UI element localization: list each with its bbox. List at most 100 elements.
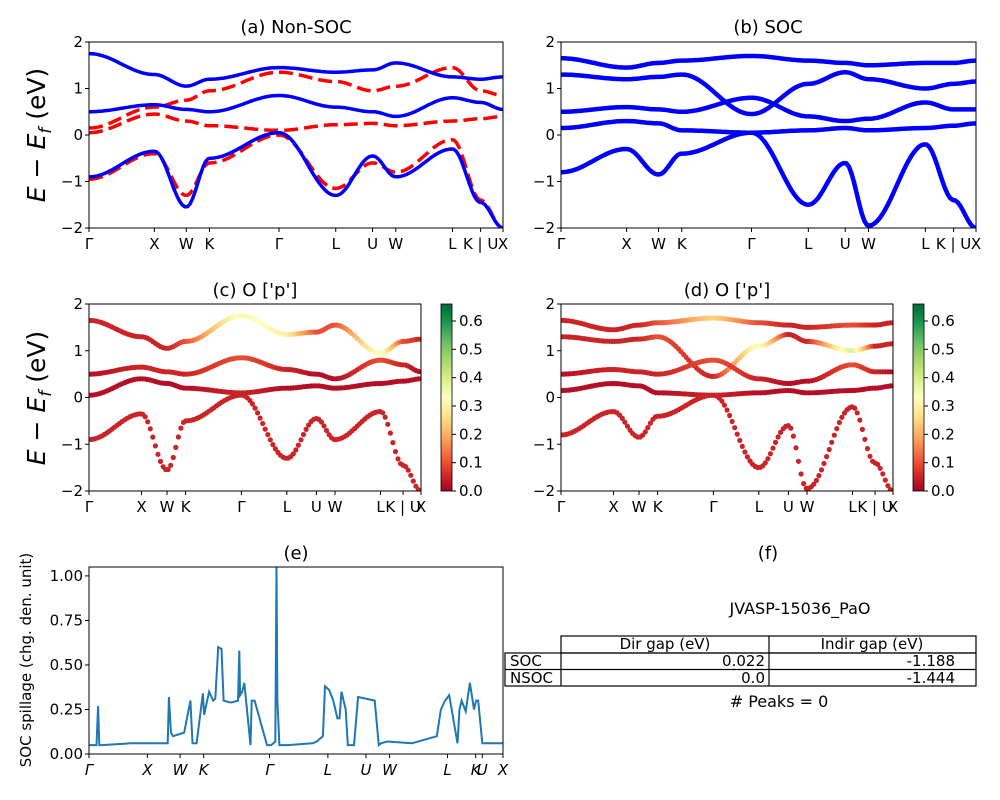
panel-d-point [857,417,863,423]
panel-e-xtick-label: L [443,761,451,779]
panel-a-xtick-label: W [388,235,403,253]
panel-c-point [295,442,301,448]
panel-b-band-0 [561,53,976,70]
panel-d-xtick-label: K [653,498,664,516]
panel-d-point [775,434,781,440]
panel-c-point [323,427,330,434]
panel-d-point [864,446,871,452]
colorbar-tick-label: 0.4 [931,369,955,387]
panel-d-point [824,454,830,460]
panel-d-point [772,439,779,445]
panel-d-point [836,419,843,426]
panel-c-point [418,376,421,382]
panel-c-point [418,336,421,342]
panel-c-point [270,442,276,448]
panel-d-xtick-label: L [755,498,764,516]
panel-d-point [798,471,804,477]
panel-e-xtick-label: U [477,761,488,779]
panel-c-point [157,458,164,464]
panel-d-point [721,402,728,408]
panel-d-point [619,415,625,421]
panel-d-point [859,426,866,432]
panel-d-point [890,320,893,326]
panel-a-ytick-label: 2 [73,33,83,51]
panel-d-point [829,439,835,445]
panel-d-point [867,453,873,459]
panel-e-xtick-label: X [141,761,153,779]
panel-c-point [385,421,391,427]
panel-a-ytick-label: 1 [73,80,83,98]
panel-c-point [267,437,273,443]
panel-b-ytick-label: −2 [533,219,555,237]
panel-c-point [262,426,268,432]
panel-b-xtick-label: K [677,235,688,253]
panel-d-point [839,414,845,420]
panel-d-point [816,473,822,479]
panel-a-xtick-label: X [149,235,159,253]
panel-d-ytick-label: 0 [545,389,555,407]
panel-c-ytick-label: 1 [73,342,83,360]
panel-d-point [852,405,858,411]
panel-c-xtick-label: K [181,498,192,516]
table-row-nsoc-dir: 0.0 [741,669,765,687]
panel-d-plot-area [561,315,893,491]
panel-d-title: (d) O ['p'] [684,280,770,301]
panel-d-point [890,383,893,389]
colorbar-tick-label: 0.5 [459,340,483,358]
panel-c-point [170,454,176,461]
panel-d-xtick-label: Γ [557,498,566,516]
panel-c-point [249,401,255,407]
panel-a-plot-area [89,51,503,228]
panel-a-xtick-label: Γ [85,235,94,253]
panel-d-point [765,456,771,462]
panel-c-point [155,451,161,457]
panel-d-xtick-label: K | U [857,498,892,516]
panel-d-point [890,488,893,491]
panel-d-point [734,431,740,437]
table-row-nsoc-label: NSOC [510,669,553,687]
panel-d-point [821,460,827,467]
panel-a-band-3 [89,51,503,88]
panel-c-point [321,423,327,429]
panel-d-point [642,429,648,435]
panel-d-point [788,425,794,431]
panel-d-point [732,425,738,431]
panel-c-point [418,369,421,375]
panel-c-point [260,420,266,427]
panel-d-ytick-label: −2 [533,482,555,500]
panel-d-point [647,420,654,426]
colorbar-tick-label: 0.3 [459,397,483,415]
panel-e-plot-area [89,567,503,748]
panel-c-ylabel: E − Ef (eV) [22,331,56,465]
panel-c-point [387,430,393,436]
panel-a-band-2 [89,133,503,228]
panel-b-band-2 [561,95,976,124]
panel-c-point [150,434,156,440]
panel-f-title: (f) [758,543,778,564]
panel-e-spillage-line [89,567,503,748]
panel-c-point [405,467,411,473]
panel-e-ytick-label: 0.50 [50,656,83,674]
panel-e-xtick-label: Γ [85,761,95,779]
panel-d-point [801,481,807,487]
panel-b-plot-area [561,53,976,228]
panel-d-point [882,477,888,483]
panel-d-point [762,460,768,466]
panel-c-xtick-label: L [283,498,292,516]
panel-c-title: (c) O ['p'] [213,280,298,301]
panel-a-xtick-label: Γ [275,235,284,253]
panel-c-xtick-label: K | U [385,498,420,516]
panel-d-ytick-label: 2 [545,295,555,313]
panel-d-point [862,436,868,442]
panel-d-point [719,398,725,404]
panel-d-xtick-label: W [632,498,647,516]
panel-c-ytick-label: −2 [61,482,83,500]
panel-c-point [318,419,324,425]
panel-d-xtick-label: L [848,498,857,516]
panel-c-xtick-label: X [136,498,146,516]
table-row-nsoc-indir: -1.444 [907,669,955,687]
